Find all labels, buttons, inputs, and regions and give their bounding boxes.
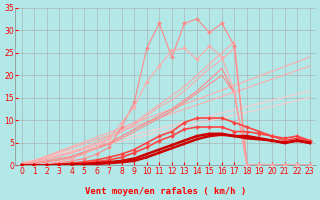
X-axis label: Vent moyen/en rafales ( km/h ): Vent moyen/en rafales ( km/h ) [85, 187, 246, 196]
